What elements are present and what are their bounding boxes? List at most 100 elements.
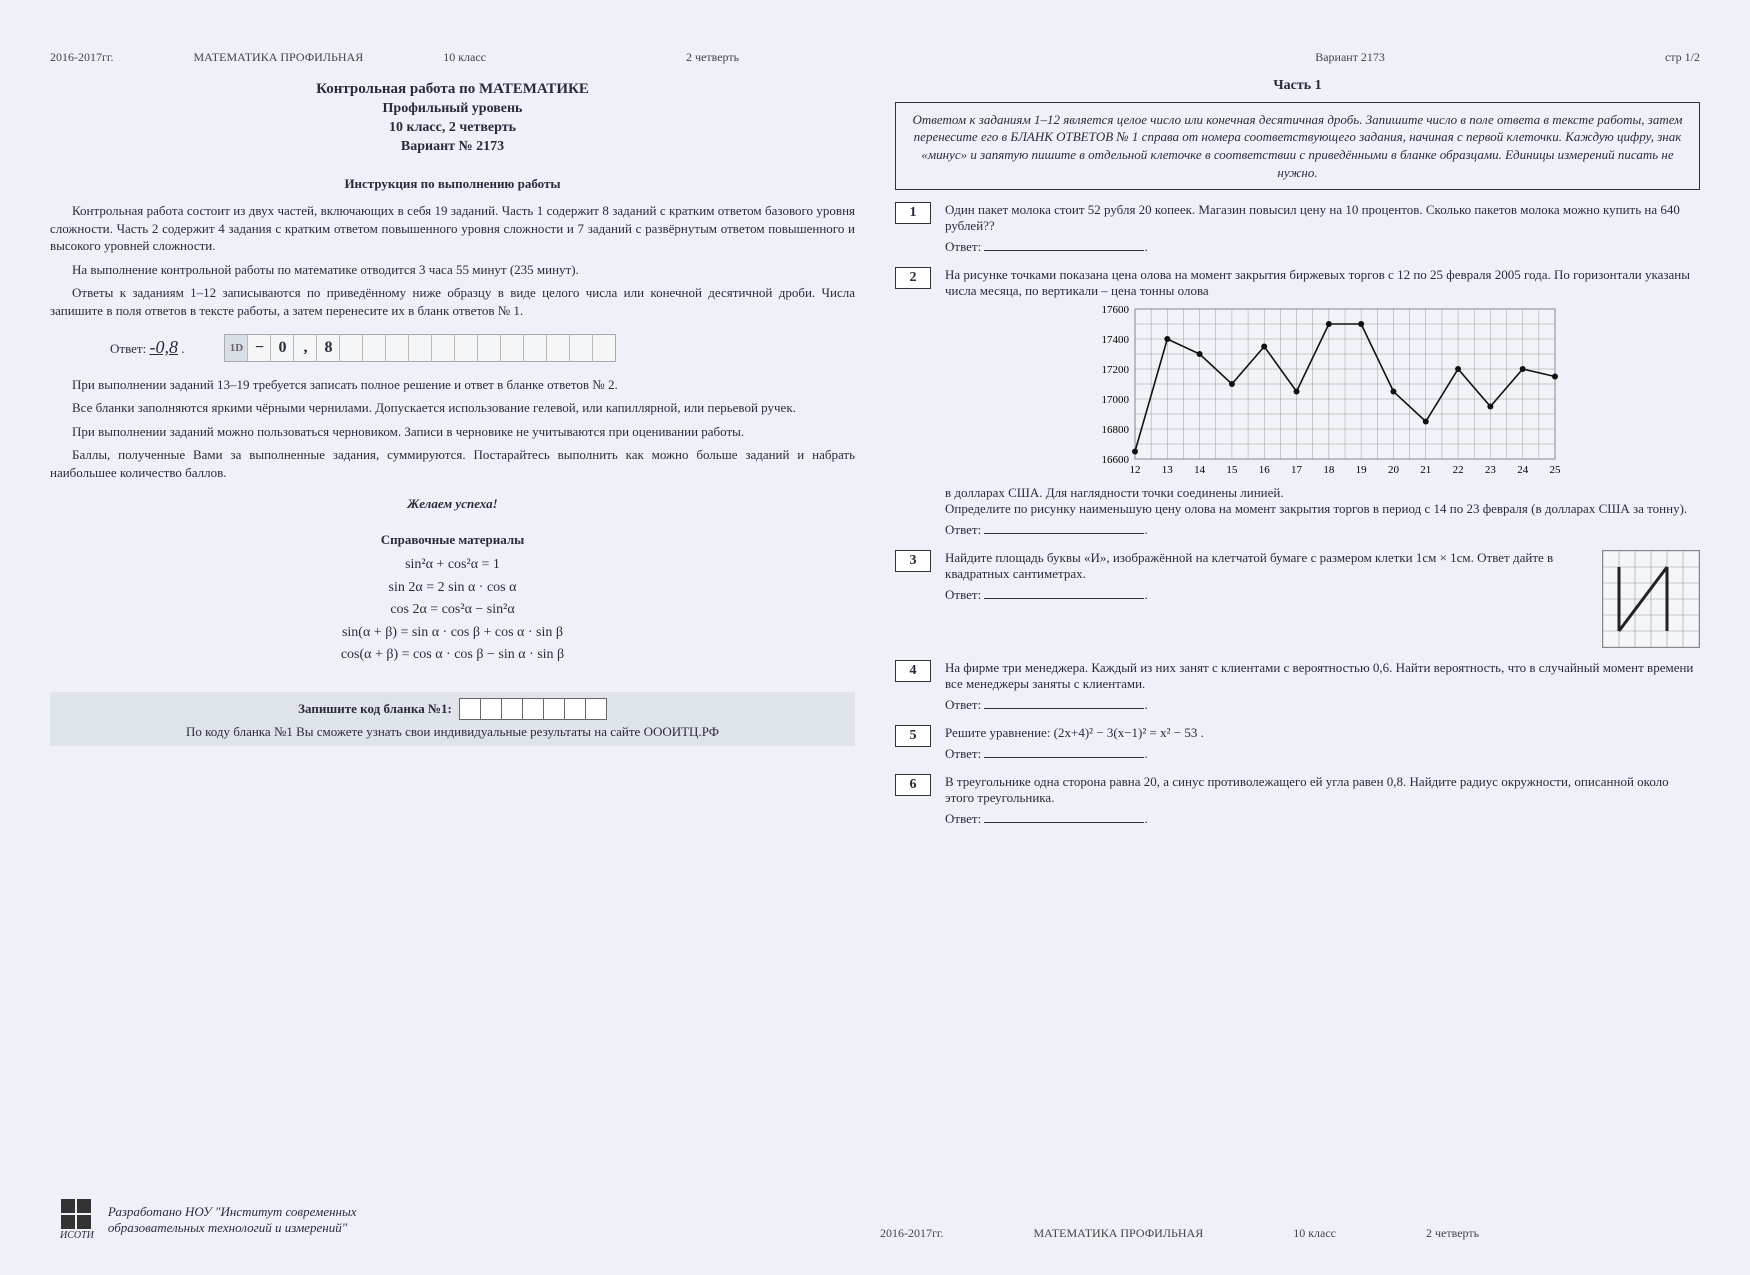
task-2-number: 2: [895, 267, 931, 289]
svg-text:17200: 17200: [1101, 364, 1129, 376]
task-5-text: Решите уравнение: (2x+4)² − 3(x−1)² = x²…: [945, 725, 1700, 741]
task-2-text-b: в долларах США. Для наглядности точки со…: [945, 485, 1700, 501]
page: 2016-2017гг. МАТЕМАТИКА ПРОФИЛЬНАЯ 10 кл…: [0, 0, 1750, 1275]
title-l1: Контрольная работа по МАТЕМАТИКЕ: [50, 81, 855, 98]
reference-heading: Справочные материалы: [50, 531, 855, 549]
task-5-number: 5: [895, 725, 931, 747]
task-2-text-c: Определите по рисунку наименьшую цену ол…: [945, 501, 1700, 517]
svg-text:24: 24: [1517, 464, 1529, 476]
answer-label: Ответ:: [945, 811, 981, 826]
task-6-text: В треугольнике одна сторона равна 20, а …: [945, 774, 1700, 806]
example-cells: 1D−0,8: [224, 334, 616, 362]
codebox-label: Запишите код бланка №1:: [298, 701, 452, 717]
hdr-years: 2016-2017гг.: [50, 50, 114, 65]
svg-text:20: 20: [1387, 464, 1399, 476]
task-5-answer[interactable]: [984, 745, 1144, 758]
task-5: 5 Решите уравнение: (2x+4)² − 3(x−1)² = …: [895, 725, 1700, 762]
task-3-number: 3: [895, 550, 931, 572]
task-6-number: 6: [895, 774, 931, 796]
task-3: 3 Найдите площадь буквы «И», изображённо…: [895, 550, 1700, 648]
wish: Желаем успеха!: [50, 495, 855, 513]
task-2-chart: 1660016800170001720017400176001213141516…: [1085, 303, 1561, 477]
instructions-box: Ответом к заданиям 1–12 является целое ч…: [895, 102, 1700, 190]
task-1-answer[interactable]: [984, 238, 1144, 251]
task-4-text: На фирме три менеджера. Каждый из них за…: [945, 660, 1700, 692]
task-4: 4 На фирме три менеджера. Каждый из них …: [895, 660, 1700, 713]
svg-text:12: 12: [1129, 464, 1140, 476]
hdr-quarter: 2 четверть: [686, 50, 739, 65]
task-2: 2 На рисунке точками показана цена олова…: [895, 267, 1700, 538]
answer-label: Ответ:: [945, 746, 981, 761]
task-1-text: Один пакет молока стоит 52 рубля 20 копе…: [945, 202, 1700, 234]
example-value: -0,8: [149, 337, 178, 357]
task-4-number: 4: [895, 660, 931, 682]
svg-text:21: 21: [1420, 464, 1431, 476]
para-1: Контрольная работа состоит из двух часте…: [50, 202, 855, 255]
task-2-text-a: На рисунке точками показана цена олова н…: [945, 267, 1700, 299]
task-2-answer[interactable]: [984, 521, 1144, 534]
svg-text:16600: 16600: [1101, 454, 1129, 466]
answer-label: Ответ:: [945, 697, 981, 712]
codebox-cells[interactable]: [460, 698, 607, 720]
example-label: Ответ:: [110, 341, 146, 356]
svg-text:17400: 17400: [1101, 334, 1129, 346]
codebox-note: По коду бланка №1 Вы сможете узнать свои…: [60, 724, 845, 740]
footer-left-text: Разработано НОУ "Институт современных об…: [108, 1204, 428, 1236]
footer-right: 2016-2017гг. МАТЕМАТИКА ПРОФИЛЬНАЯ 10 кл…: [880, 1226, 1690, 1241]
task-3-answer[interactable]: [984, 586, 1144, 599]
footer-left: ИСОТИ Разработано НОУ "Институт современ…: [60, 1198, 428, 1241]
svg-text:18: 18: [1323, 464, 1335, 476]
answer-label: Ответ:: [945, 587, 981, 602]
para-6: При выполнении заданий можно пользоватьс…: [50, 423, 855, 441]
title-l4: Вариант № 2173: [50, 138, 855, 157]
task-3-figure: [1602, 550, 1700, 648]
title-l2: Профильный уровень: [50, 100, 855, 119]
hdr-page: стр 1/2: [1665, 50, 1700, 65]
svg-text:17000: 17000: [1101, 394, 1129, 406]
formula-4: sin(α + β) = sin α · cos β + cos α · sin…: [50, 622, 855, 644]
svg-text:13: 13: [1161, 464, 1173, 476]
task-3-text: Найдите площадь буквы «И», изображённой …: [945, 550, 1700, 582]
svg-text:19: 19: [1355, 464, 1367, 476]
ftr-subject: МАТЕМАТИКА ПРОФИЛЬНАЯ: [1034, 1226, 1204, 1241]
task-6-answer[interactable]: [984, 810, 1144, 823]
formula-1: sin²α + cos²α = 1: [50, 554, 855, 576]
task-1: 1 Один пакет молока стоит 52 рубля 20 ко…: [895, 202, 1700, 255]
answer-label: Ответ:: [945, 239, 981, 254]
answer-label: Ответ:: [945, 522, 981, 537]
hdr-subject: МАТЕМАТИКА ПРОФИЛЬНАЯ: [194, 50, 364, 65]
svg-text:17: 17: [1291, 464, 1303, 476]
left-column: Контрольная работа по МАТЕМАТИКЕ Профиль…: [50, 75, 855, 833]
blank-code-box: Запишите код бланка №1: По коду бланка №…: [50, 692, 855, 746]
formula-5: cos(α + β) = cos α · cos β − sin α · sin…: [50, 644, 855, 666]
svg-text:16800: 16800: [1101, 424, 1129, 436]
part1-label: Часть 1: [895, 77, 1700, 96]
svg-text:25: 25: [1549, 464, 1561, 476]
svg-text:15: 15: [1226, 464, 1238, 476]
ftr-quarter: 2 четверть: [1426, 1226, 1479, 1241]
formulas: sin²α + cos²α = 1 sin 2α = 2 sin α · cos…: [50, 554, 855, 666]
para-5: Все бланки заполняются яркими чёрными че…: [50, 399, 855, 417]
task-6: 6 В треугольнике одна сторона равна 20, …: [895, 774, 1700, 827]
ftr-grade: 10 класс: [1293, 1226, 1336, 1241]
answer-example: Ответ: -0,8 . 1D−0,8: [110, 334, 855, 362]
task-4-answer[interactable]: [984, 696, 1144, 709]
para-3: Ответы к заданиям 1–12 записываются по п…: [50, 284, 855, 319]
para-2: На выполнение контрольной работы по мате…: [50, 261, 855, 279]
svg-text:17600: 17600: [1101, 304, 1129, 316]
para-4: При выполнении заданий 13–19 требуется з…: [50, 376, 855, 394]
para-7: Баллы, полученные Вами за выполненные за…: [50, 446, 855, 481]
logo-text: ИСОТИ: [60, 1230, 94, 1241]
svg-text:22: 22: [1452, 464, 1463, 476]
hdr-variant: Вариант 2173: [1315, 50, 1385, 65]
logo-icon: ИСОТИ: [60, 1198, 94, 1241]
hdr-grade: 10 класс: [443, 50, 486, 65]
title-l3: 10 класс, 2 четверть: [50, 119, 855, 138]
formula-3: cos 2α = cos²α − sin²α: [50, 599, 855, 621]
task-1-number: 1: [895, 202, 931, 224]
top-header: 2016-2017гг. МАТЕМАТИКА ПРОФИЛЬНАЯ 10 кл…: [50, 50, 1700, 65]
instructions-heading: Инструкция по выполнению работы: [50, 175, 855, 193]
ftr-years: 2016-2017гг.: [880, 1226, 944, 1241]
right-column: Часть 1 Ответом к заданиям 1–12 является…: [895, 75, 1700, 833]
formula-2: sin 2α = 2 sin α · cos α: [50, 577, 855, 599]
